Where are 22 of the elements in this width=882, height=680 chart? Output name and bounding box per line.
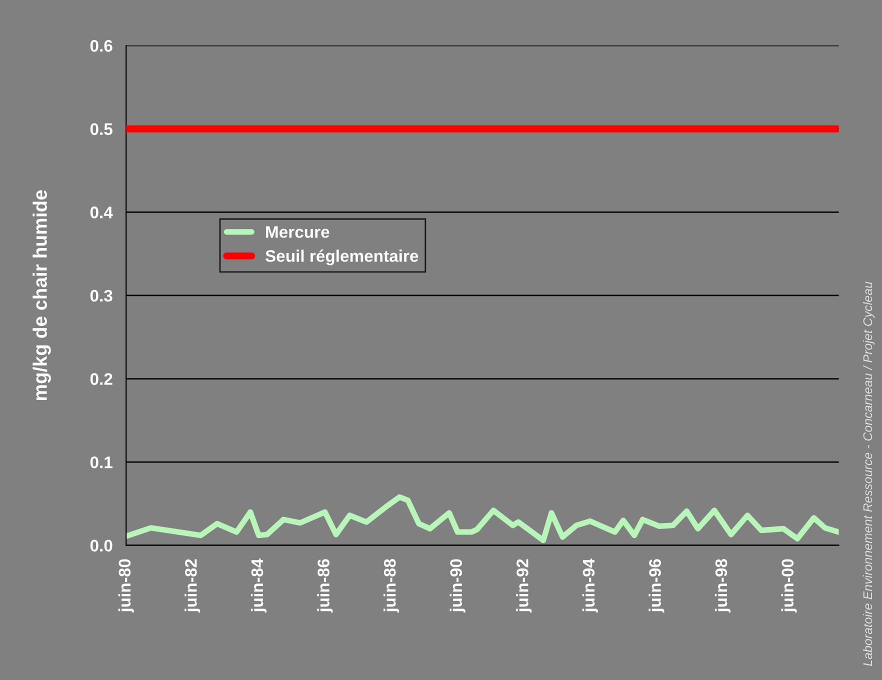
x-tick-label: juin-96 — [648, 559, 664, 613]
y-tick-label: 0.4 — [90, 206, 113, 218]
y-axis-title: mg/kg de chair humide — [32, 190, 51, 400]
y-tick-label: 0.0 — [90, 540, 112, 552]
x-tick-label: juin-80 — [118, 559, 134, 613]
text: Laboratoire Environnement Ressource - Concarneau / Projet Cycleau — [862, 282, 875, 666]
y-tick-label: 0.3 — [90, 290, 112, 302]
x-tick-label: juin-88 — [384, 559, 400, 613]
x-tick-label: juin-82 — [184, 559, 200, 613]
x-tick-label: juin-86 — [317, 559, 333, 613]
x-tick-label: juin-98 — [714, 559, 730, 613]
legend-label: Seuil réglementaire — [265, 250, 418, 266]
y-tick-label: 0.5 — [90, 123, 112, 136]
x-tick-label: juin-84 — [250, 558, 266, 613]
legend-label: Mercure — [266, 226, 330, 238]
x-tick-label: juin-92 — [516, 559, 532, 613]
y-tick-label: 0.1 — [90, 456, 112, 468]
x-tick-label: juin-00 — [781, 559, 797, 613]
x-tick-label: juin-94 — [582, 558, 598, 613]
y-tick-label: 0.6 — [90, 40, 112, 52]
y-tick-label: 0.2 — [90, 373, 112, 385]
x-tick-label: juin-90 — [450, 559, 466, 613]
